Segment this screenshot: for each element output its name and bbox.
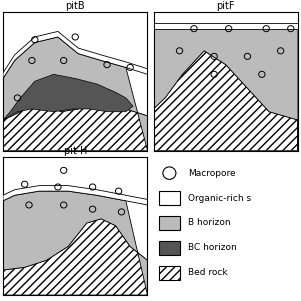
Polygon shape: [154, 51, 298, 150]
Text: B horizon: B horizon: [188, 219, 231, 228]
Polygon shape: [3, 31, 147, 79]
Polygon shape: [154, 29, 298, 150]
Polygon shape: [3, 219, 147, 295]
Polygon shape: [154, 23, 298, 29]
Bar: [159, 191, 179, 205]
Text: Organic-rich s: Organic-rich s: [188, 194, 251, 203]
Polygon shape: [3, 74, 133, 120]
Polygon shape: [3, 186, 147, 205]
Text: Bed rock: Bed rock: [188, 268, 228, 277]
Title: pitB: pitB: [65, 1, 85, 11]
Polygon shape: [3, 37, 147, 150]
Polygon shape: [3, 92, 147, 150]
Title: pit H: pit H: [64, 146, 87, 156]
Text: Macropore: Macropore: [188, 169, 236, 178]
Title: pitF: pitF: [216, 1, 235, 11]
Bar: [159, 241, 179, 255]
Bar: [159, 216, 179, 230]
Bar: [159, 266, 179, 280]
Text: BC horizon: BC horizon: [188, 244, 237, 253]
Polygon shape: [3, 191, 147, 295]
